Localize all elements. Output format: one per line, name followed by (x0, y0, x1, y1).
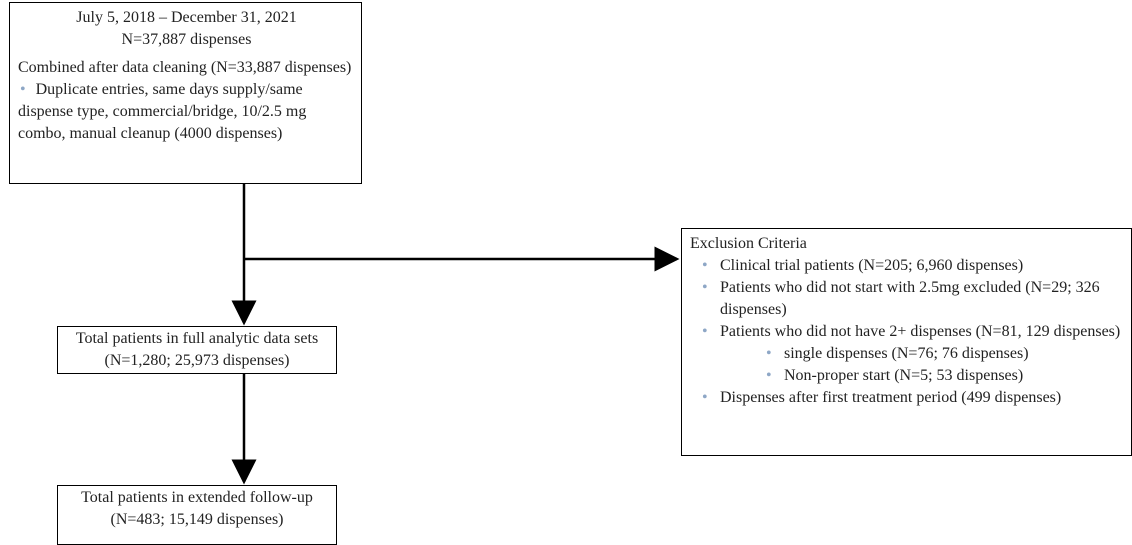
criterion: Patients who did not have 2+ dispenses (… (690, 321, 1127, 343)
sub-criterion: Non-proper start (N=5; 53 dispenses) (690, 365, 1127, 387)
title: Total patients in extended follow-up (81, 489, 313, 506)
cleaning-item: Duplicate entries, same days supply/same… (8, 79, 355, 145)
criterion: Clinical trial patients (N=205; 6,960 di… (690, 255, 1127, 277)
exclusion-box: Exclusion Criteria Clinical trial patien… (681, 228, 1132, 456)
count: (N=1,280; 25,973 dispenses) (104, 352, 290, 369)
period: July 5, 2018 – December 31, 2021 (76, 9, 297, 26)
count: (N=483; 15,149 dispenses) (110, 511, 284, 528)
criterion: Dispenses after first treatment period (… (690, 387, 1127, 409)
title: Total patients in full analytic data set… (75, 330, 319, 347)
source-box: July 5, 2018 – December 31, 2021 N=37,88… (9, 2, 362, 184)
criterion: Patients who did not start with 2.5mg ex… (690, 277, 1127, 321)
connectors (231, 183, 680, 485)
extended-box: Total patients in extended follow-up (N=… (57, 485, 337, 545)
sub-criterion: single dispenses (N=76; 76 dispenses) (690, 343, 1127, 365)
title: Exclusion Criteria (690, 235, 807, 252)
page: July 5, 2018 – December 31, 2021 N=37,88… (0, 0, 1132, 532)
analytic-box: Total patients in full analytic data set… (57, 326, 337, 374)
count: N=37,887 dispenses (121, 31, 252, 48)
cleaning: Combined after data cleaning (N=33,887 d… (18, 59, 352, 76)
